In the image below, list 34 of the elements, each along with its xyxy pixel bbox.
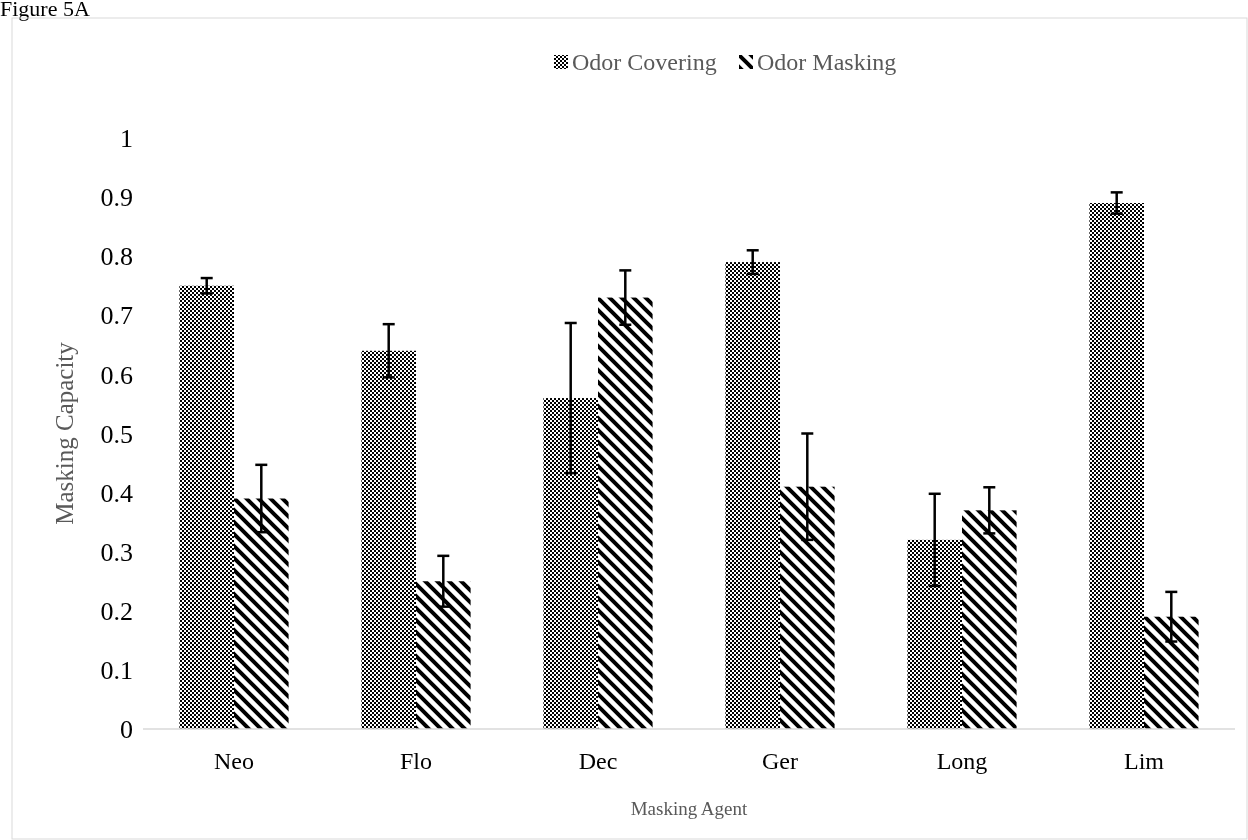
y-tick-label: 1 (120, 124, 133, 154)
y-tick-label: 0.2 (100, 596, 133, 626)
y-tick-label: 0.8 (100, 242, 133, 272)
x-axis-title: Masking Agent (630, 798, 749, 819)
y-tick-label: 0.1 (100, 656, 133, 685)
bar (1144, 616, 1199, 729)
y-tick-label: 0.9 (100, 183, 133, 213)
y-axis-title: Masking Capacity (51, 341, 78, 525)
x-tick-label: Lim (1124, 748, 1165, 774)
y-tick-label: 0.7 (100, 301, 133, 331)
legend-label: Odor Covering (572, 49, 717, 76)
chart-title: Figure 5A (0, 0, 90, 21)
y-tick-label: 0 (120, 715, 133, 745)
y-tick-label: 0.4 (100, 478, 133, 508)
x-tick-label: Long (936, 748, 988, 774)
bar (234, 498, 289, 729)
x-tick-label: Ger (762, 748, 798, 774)
bar (962, 510, 1017, 729)
bar (907, 539, 962, 729)
bar (416, 581, 471, 729)
bar (1089, 203, 1144, 729)
bar (361, 350, 416, 729)
y-tick-label: 0.3 (100, 537, 133, 567)
y-tick-label: 0.6 (100, 360, 133, 390)
bar (598, 297, 653, 729)
bar (780, 486, 835, 729)
y-tick-label: 0.5 (100, 419, 133, 449)
legend-label: Odor Masking (757, 49, 897, 76)
x-tick-label: Dec (578, 748, 618, 774)
x-tick-label: Neo (214, 748, 254, 774)
bar (179, 285, 234, 729)
x-tick-label: Flo (399, 748, 433, 774)
bar (725, 262, 780, 729)
bar (543, 398, 598, 729)
